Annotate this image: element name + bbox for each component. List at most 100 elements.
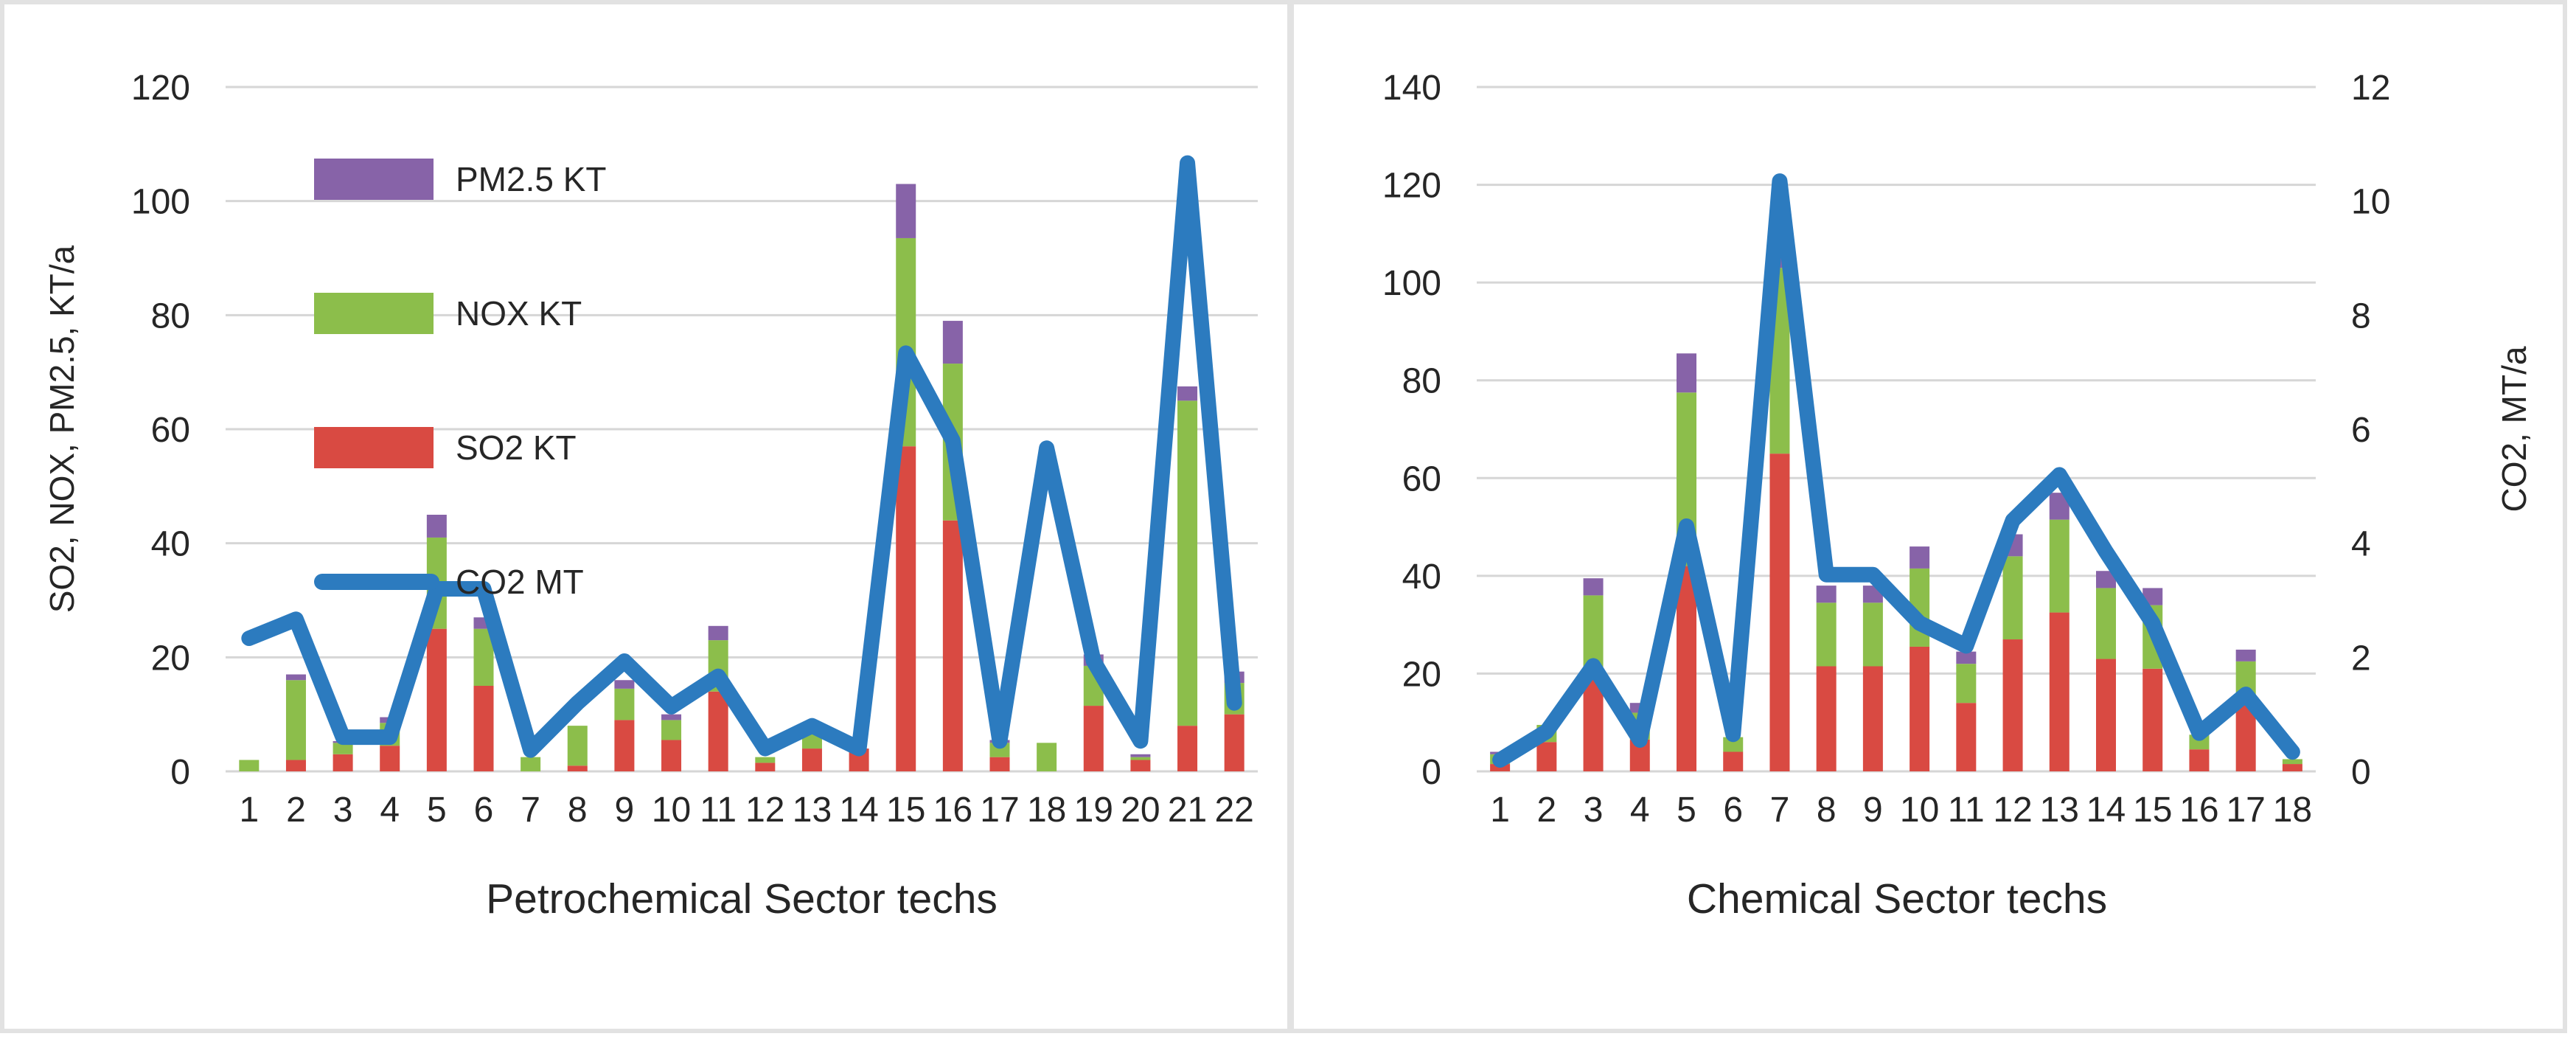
bar-segment-nox-kt xyxy=(2002,556,2023,640)
x-axis-tick-label: 7 xyxy=(1770,791,1790,830)
bar-segment-nox-kt xyxy=(661,720,682,740)
bar-segment-so2-kt xyxy=(1910,646,1930,771)
bar-segment-pm2-5-kt xyxy=(1956,651,1977,664)
bar-segment-nox-kt xyxy=(333,743,353,754)
bar-segment-so2-kt xyxy=(801,748,822,771)
bar-segment-nox-kt xyxy=(1956,664,1977,704)
bar-segment-so2-kt xyxy=(1769,454,1790,771)
bar-segment-so2-kt xyxy=(661,740,682,771)
y-axis-tick-label: 80 xyxy=(1402,362,1441,401)
x-axis-tick-label: 5 xyxy=(1677,791,1696,830)
bar-segment-so2-kt xyxy=(1723,751,1744,771)
x-axis-tick-label: 6 xyxy=(1723,791,1743,830)
bar-segment-pm2-5-kt xyxy=(1130,754,1151,757)
bar-segment-so2-kt xyxy=(989,757,1010,771)
y-axis-tick-label: 0 xyxy=(170,753,190,792)
bar-segment-so2-kt xyxy=(426,628,447,771)
bar-segment-nox-kt xyxy=(2282,759,2302,765)
bar-segment-pm2-5-kt xyxy=(1910,546,1930,569)
x-axis-tick-label: 17 xyxy=(980,791,1019,830)
x-axis-tick-label: 3 xyxy=(1584,791,1604,830)
bar-segment-nox-kt xyxy=(614,688,635,720)
y-axis-tick-label: 40 xyxy=(151,525,190,564)
y-axis-tick-label: 140 xyxy=(1382,69,1441,108)
bar-segment-so2-kt xyxy=(333,754,353,771)
petrochemical-chart-panel: 0204060801001200123456789123456789101112… xyxy=(4,4,1287,1029)
petrochemical-chart-plot: 0204060801001200123456789123456789101112… xyxy=(131,69,1258,830)
legend-item-pm25: PM2.5 KT xyxy=(314,158,607,201)
bar-segment-so2-kt xyxy=(2189,749,2210,771)
petrochemical-x-axis-title: Petrochemical Sector techs xyxy=(486,875,998,923)
bar-segment-so2-kt xyxy=(1177,726,1198,771)
legend-item-nox: NOX KT xyxy=(314,292,607,335)
bar-segment-so2-kt xyxy=(473,686,494,771)
bar-segment-so2-kt xyxy=(567,765,588,771)
bar-segment-so2-kt xyxy=(285,760,306,771)
x-axis-tick-label: 9 xyxy=(1863,791,1883,830)
bar-segment-so2-kt xyxy=(1677,566,1696,771)
bar-segment-so2-kt xyxy=(1862,666,1883,771)
bar-segment-so2-kt xyxy=(942,520,963,771)
chemical-x-axis-title: Chemical Sector techs xyxy=(1686,875,2108,923)
y2-axis-tick-label: 0 xyxy=(2351,753,2371,792)
x-axis-tick-label: 15 xyxy=(886,791,925,830)
bar-segment-pm2-5-kt xyxy=(1177,386,1198,401)
y-axis-tick-label: 60 xyxy=(1402,459,1441,499)
x-axis-tick-label: 9 xyxy=(615,791,635,830)
y2-axis-tick-label: 6 xyxy=(2351,411,2371,450)
bar-segment-pm2-5-kt xyxy=(2235,649,2256,661)
y-axis-tick-label: 40 xyxy=(1402,558,1441,597)
x-axis-tick-label: 3 xyxy=(333,791,353,830)
x-axis-tick-label: 4 xyxy=(1630,791,1650,830)
bar-segment-pm2-5-kt xyxy=(942,321,963,364)
bar-segment-nox-kt xyxy=(239,760,260,771)
bar-segment-nox-kt xyxy=(1037,743,1057,771)
bar-segment-so2-kt xyxy=(2002,639,2023,771)
x-axis-tick-label: 18 xyxy=(2273,791,2312,830)
x-axis-tick-label: 11 xyxy=(1948,791,1985,830)
y-axis-tick-label: 100 xyxy=(131,183,190,222)
bar-segment-so2-kt xyxy=(614,720,635,771)
chemical-chart-panel: 0 20 40 60 80 100 120 140 0 2 4 6 8 10 12 1 2 3 4 5 6 7 8 9 10 11… xyxy=(1294,4,2563,1029)
x-axis-tick-label: 11 xyxy=(700,791,737,830)
co2-line-swatch-icon xyxy=(314,574,439,590)
bar-segment-so2-kt xyxy=(2282,764,2302,771)
x-axis-tick-label: 19 xyxy=(1074,791,1113,830)
y-axis-tick-label: 20 xyxy=(1402,655,1441,694)
bar-segment-so2-kt xyxy=(1583,675,1604,771)
bar-segment-nox-kt xyxy=(1177,400,1198,726)
bar-segment-nox-kt xyxy=(2049,519,2069,613)
bar-segment-pm2-5-kt xyxy=(661,714,682,720)
legend: PM2.5 KT NOX KT SO2 KT CO2 MT xyxy=(314,158,607,603)
bar-segment-so2-kt xyxy=(755,763,776,771)
x-axis-tick-label: 14 xyxy=(2086,791,2126,830)
bar-segment-so2-kt xyxy=(1816,666,1837,771)
left-y-axis-title: SO2, NOX, PM2.5, KT/a xyxy=(43,245,81,614)
x-axis-tick-label: 13 xyxy=(2040,791,2079,830)
x-axis-tick-label: 8 xyxy=(1817,791,1837,830)
x-axis-tick-label: 7 xyxy=(521,791,540,830)
y-axis-tick-label: 0 xyxy=(1421,753,1441,792)
x-axis-tick-label: 17 xyxy=(2226,791,2265,830)
x-axis-tick-label: 4 xyxy=(380,791,400,830)
x-axis-tick-label: 6 xyxy=(474,791,494,830)
bar-segment-pm2-5-kt xyxy=(896,184,916,238)
bar-segment-pm2-5-kt xyxy=(1677,353,1696,393)
x-axis-tick-label: 16 xyxy=(933,791,972,830)
bar-segment-so2-kt xyxy=(896,446,916,771)
bar-segment-pm2-5-kt xyxy=(2096,571,2116,588)
y2-axis-tick-label: 2 xyxy=(2351,639,2371,678)
bar-segment-so2-kt xyxy=(2142,668,2163,771)
bar-segment-so2-kt xyxy=(1130,760,1151,771)
y2-axis-tick-label: 10 xyxy=(2351,183,2390,222)
bar-segment-nox-kt xyxy=(1130,757,1151,760)
bar-segment-pm2-5-kt xyxy=(614,680,635,689)
y-axis-tick-label: 120 xyxy=(131,69,190,108)
bar-segment-so2-kt xyxy=(1536,742,1557,771)
bar-segment-so2-kt xyxy=(2096,659,2116,771)
legend-label-so2: SO2 KT xyxy=(456,428,577,467)
legend-item-co2: CO2 MT xyxy=(314,560,607,603)
bar-segment-so2-kt xyxy=(708,691,728,771)
bar-segment-pm2-5-kt xyxy=(2142,588,2163,605)
